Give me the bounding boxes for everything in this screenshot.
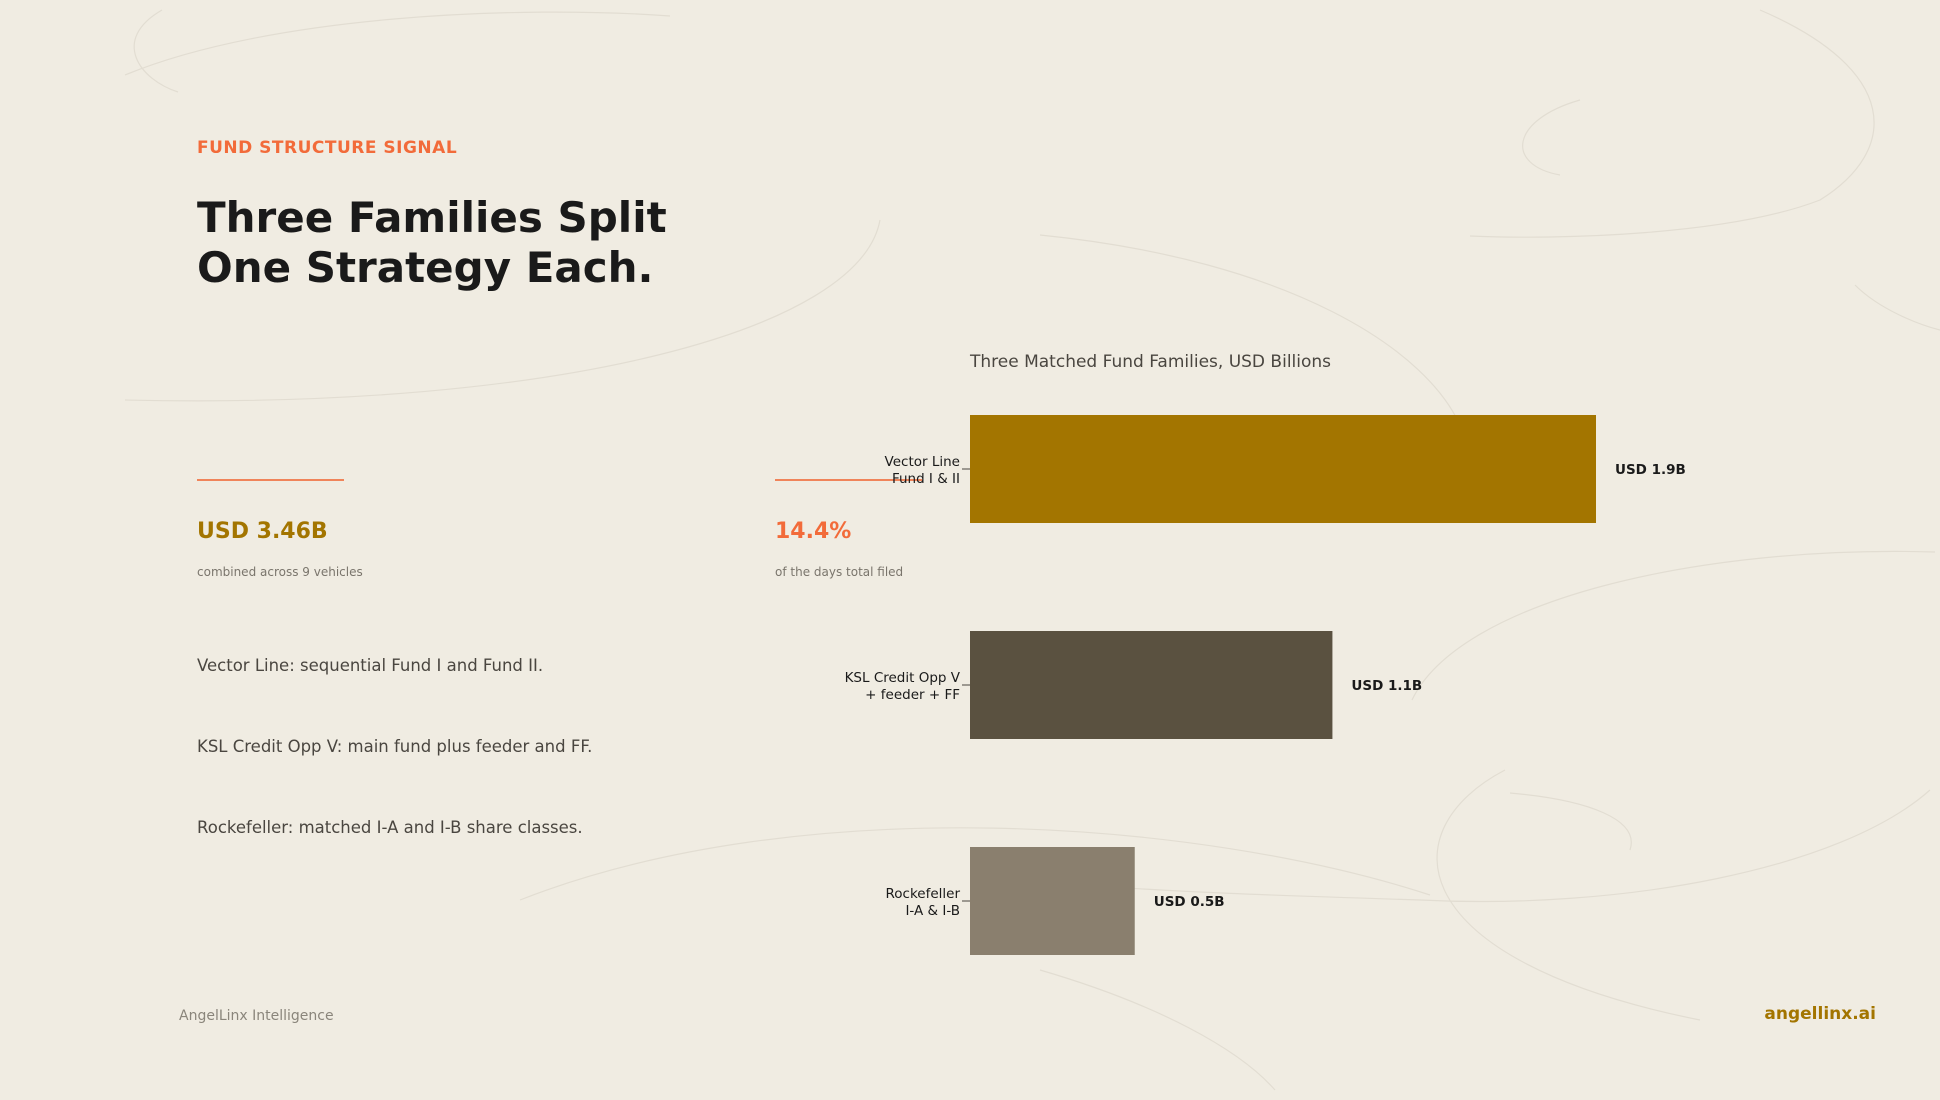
stat-divider-2 <box>775 479 922 481</box>
stat-share-caption: of the days total filed <box>775 565 904 579</box>
bar-1 <box>970 631 1333 739</box>
y-tick-label-2: Rockefeller I-A & I-B <box>885 886 960 919</box>
stat-share-value: 14.4% <box>775 519 852 544</box>
stat-total-value: USD 3.46B <box>197 519 328 544</box>
page-title-line-2: One Strategy Each. <box>197 243 654 292</box>
y-tick-label-0: Vector Line Fund I & II <box>885 454 960 487</box>
bullet-rockefeller: Rockefeller: matched I-A and I-B share c… <box>197 818 583 837</box>
data-label-1: USD 1.1B <box>1351 678 1422 694</box>
bar-2 <box>970 847 1135 955</box>
footer-site-link[interactable]: angellinx.ai <box>1764 1004 1876 1024</box>
bullet-ksl-credit: KSL Credit Opp V: main fund plus feeder … <box>197 737 593 756</box>
stat-divider-1 <box>197 479 344 481</box>
chart-title: Three Matched Fund Families, USD Billion… <box>970 352 1332 372</box>
stat-total-caption: combined across 9 vehicles <box>197 565 363 579</box>
y-tick-label-1: KSL Credit Opp V + feeder + FF <box>845 670 961 703</box>
data-label-0: USD 1.9B <box>1615 462 1686 478</box>
eyebrow-label: FUND STRUCTURE SIGNAL <box>197 138 458 158</box>
data-label-2: USD 0.5B <box>1154 894 1225 910</box>
footer-brand-text: AngelLinx Intelligence <box>179 1008 334 1024</box>
page-title-line-1: Three Families Split <box>197 193 667 242</box>
page-title: Three Families Split One Strategy Each. <box>197 193 667 293</box>
bar-0 <box>970 415 1596 523</box>
bullet-vector-line: Vector Line: sequential Fund I and Fund … <box>197 656 544 675</box>
